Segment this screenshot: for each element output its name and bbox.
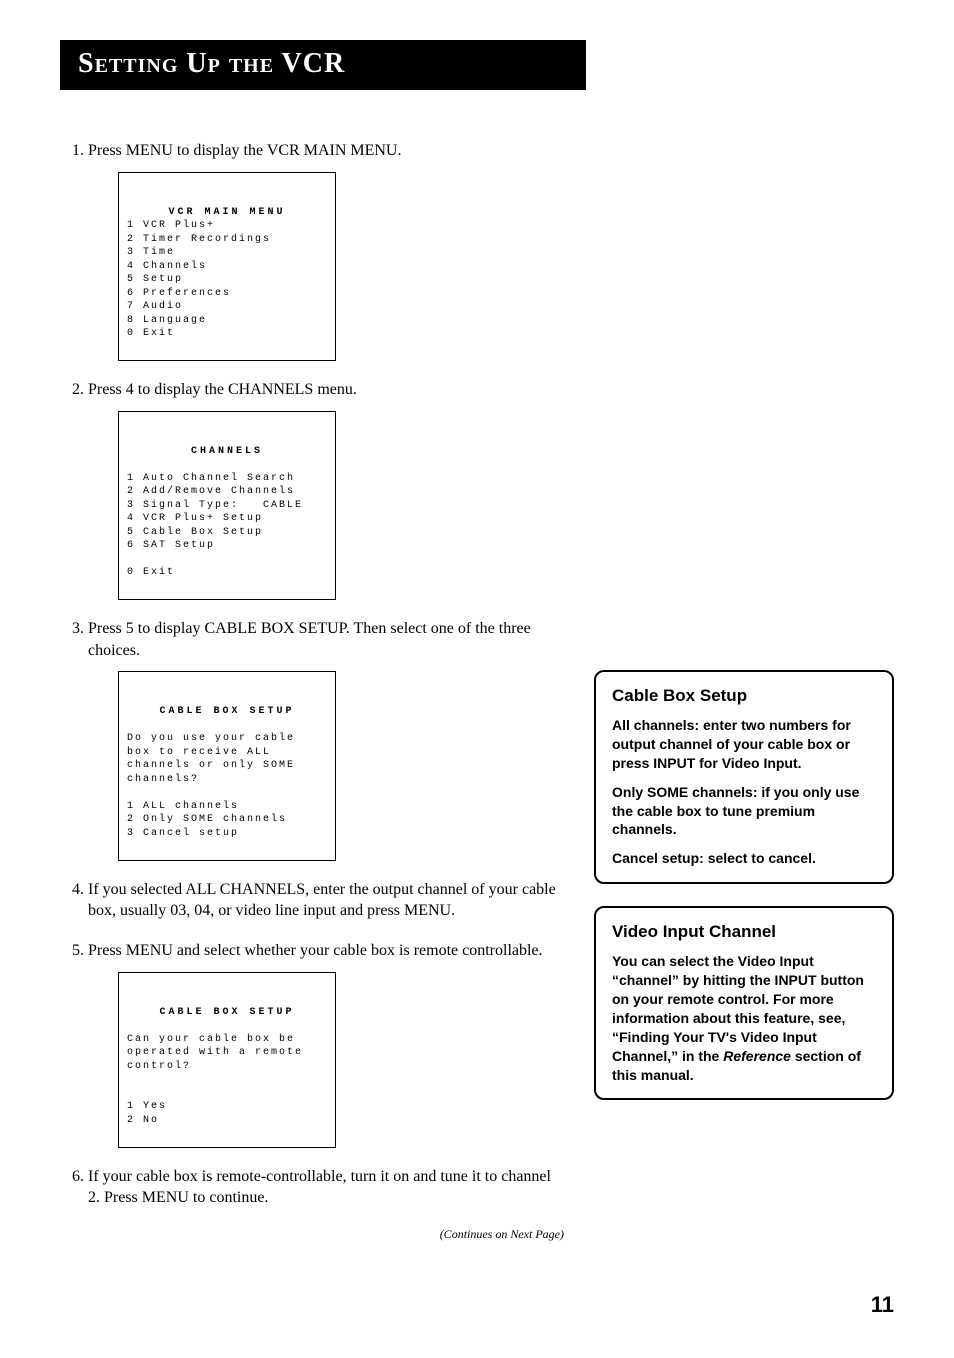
step-text: If you selected ALL CHANNELS, enter the … [88,881,556,920]
content-columns: Press MENU to display the VCR MAIN MENU.… [60,140,894,1242]
menu-lines: 1 Auto Channel Search 2 Add/Remove Chann… [127,473,303,579]
menu-title: VCR MAIN MENU [127,206,327,220]
continues-note: (Continues on Next Page) [60,1227,564,1242]
sidebar-paragraph: Cancel setup: select to cancel. [612,849,876,868]
sidebar-column: Cable Box Setup All channels: enter two … [594,670,894,1242]
sidebar-video-input: Video Input Channel You can select the V… [594,906,894,1100]
step-text: Press MENU and select whether your cable… [88,942,543,959]
step-item: Press 5 to display CABLE BOX SETUP. Then… [88,618,564,861]
menu-title: CHANNELS [127,445,327,459]
menu-screen-cablebox-2: CABLE BOX SETUP Can your cable box be op… [118,972,336,1148]
menu-screen-cablebox-1: CABLE BOX SETUP Do you use your cable bo… [118,671,336,861]
menu-screen-main: VCR MAIN MENU1 VCR Plus+ 2 Timer Recordi… [118,172,336,362]
section-title: Setting Up the VCR [60,40,586,90]
step-item: If you selected ALL CHANNELS, enter the … [88,879,564,922]
step-item: Press 4 to display the CHANNELS menu. CH… [88,379,564,600]
menu-lines: 1 VCR Plus+ 2 Timer Recordings 3 Time 4 … [127,220,271,339]
step-list: Press MENU to display the VCR MAIN MENU.… [60,140,564,1209]
sidebar-paragraph: All channels: enter two numbers for outp… [612,716,876,773]
sidebar-paragraph: You can select the Video Input “channel”… [612,952,876,1084]
menu-title: CABLE BOX SETUP [127,1006,327,1020]
sidebar-heading: Cable Box Setup [612,686,876,706]
step-item: Press MENU and select whether your cable… [88,940,564,1148]
step-text: Press MENU to display the VCR MAIN MENU. [88,142,401,159]
step-text: Press 5 to display CABLE BOX SETUP. Then… [88,620,531,659]
menu-screen-channels: CHANNELS 1 Auto Channel Search 2 Add/Rem… [118,411,336,601]
sidebar-paragraph: Only SOME channels: if you only use the … [612,783,876,840]
step-item: Press MENU to display the VCR MAIN MENU.… [88,140,564,361]
step-text: Press 4 to display the CHANNELS menu. [88,381,357,398]
step-text: If your cable box is remote-controllable… [88,1168,551,1207]
sidebar-cable-box-setup: Cable Box Setup All channels: enter two … [594,670,894,884]
main-column: Press MENU to display the VCR MAIN MENU.… [60,140,564,1242]
reference-emphasis: Reference [723,1048,791,1064]
menu-lines: Do you use your cable box to receive ALL… [127,733,295,839]
menu-title: CABLE BOX SETUP [127,705,327,719]
step-item: If your cable box is remote-controllable… [88,1166,564,1209]
page-number: 11 [60,1292,894,1318]
sidebar-heading: Video Input Channel [612,922,876,942]
menu-lines: Can your cable box be operated with a re… [127,1034,303,1126]
